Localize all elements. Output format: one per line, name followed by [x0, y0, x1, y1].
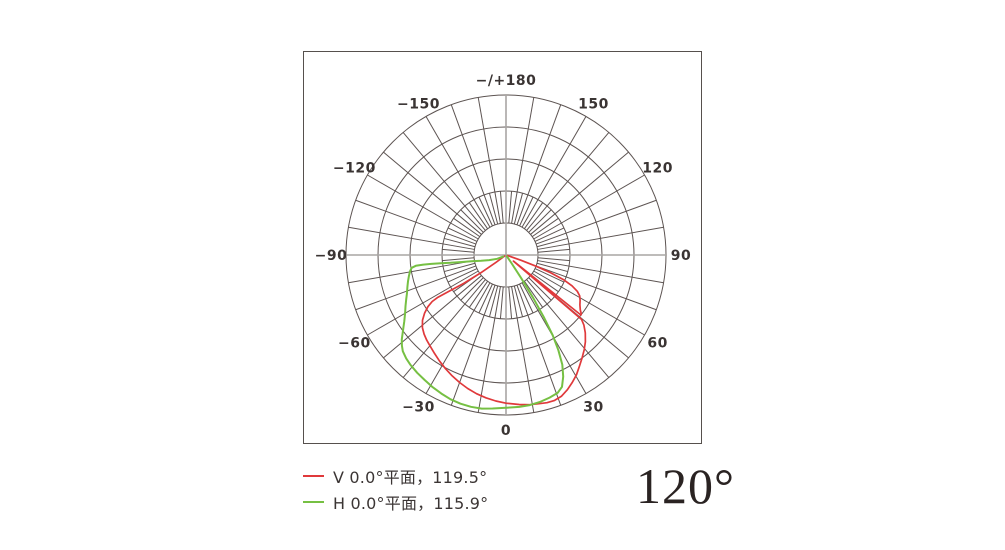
grid-fine-spoke — [536, 237, 568, 248]
angle-tick-label: −150 — [397, 96, 440, 112]
grid-spoke — [526, 132, 610, 231]
grid-fine-spoke — [444, 237, 476, 248]
grid-fine-spoke — [531, 272, 559, 293]
grid-fine-spoke — [442, 248, 475, 253]
v-plane-legend-label: V 0.0°平面，119.5° — [333, 468, 488, 487]
grid-spoke — [348, 260, 475, 284]
grid-spoke — [348, 226, 475, 250]
grid-fine-spoke — [478, 283, 493, 314]
polar-chart-frame: −/+180 150 120 90 60 30 0 −30 −60 −90 −120 −150 — [303, 51, 702, 444]
angle-tick-label: 30 — [583, 400, 603, 416]
grid-spoke — [516, 104, 562, 226]
angle-tick-label: −30 — [402, 400, 435, 416]
grid-fine-spoke — [513, 193, 524, 225]
legend-item-v-plane: V 0.0°平面，119.5° — [303, 463, 488, 489]
grid-fine-spoke — [523, 202, 544, 230]
grid-fine-spoke — [523, 280, 544, 308]
grid-fine-spoke — [534, 268, 565, 283]
angle-tick-label: −/+180 — [476, 73, 537, 89]
grid-spoke — [511, 286, 535, 413]
grid-spoke — [367, 174, 479, 240]
grid-spoke — [425, 282, 491, 394]
h-plane-legend-label: H 0.0°平面，115.9° — [333, 494, 489, 513]
legend: V 0.0°平面，119.5° H 0.0°平面，115.9° — [303, 463, 488, 515]
grid-fine-spoke — [488, 285, 499, 317]
grid-spoke — [425, 116, 491, 228]
grid-spoke — [533, 270, 645, 336]
grid-spoke — [450, 284, 496, 406]
grid-spoke — [537, 260, 664, 284]
grid-spoke — [516, 284, 562, 406]
grid-fine-spoke — [537, 248, 570, 253]
grid-spoke — [402, 279, 486, 378]
grid-spoke — [533, 174, 645, 240]
grid-spoke — [383, 275, 482, 359]
grid-spoke — [477, 286, 501, 413]
legend-item-h-plane: H 0.0°平面，115.9° — [303, 489, 488, 515]
grid-spoke — [530, 151, 629, 235]
grid-fine-spoke — [537, 257, 570, 262]
angle-tick-label: −60 — [338, 336, 371, 352]
angle-tick-label: −120 — [333, 161, 376, 177]
angle-tick-label: 60 — [647, 336, 667, 352]
grid-fine-spoke — [460, 277, 484, 301]
angle-tick-label: 120 — [642, 161, 673, 177]
beam-angle-summary: 120° — [636, 458, 735, 514]
grid-fine-spoke — [513, 285, 524, 317]
grid-fine-spoke — [534, 227, 565, 242]
grid-fine-spoke — [447, 268, 478, 283]
grid-fine-spoke — [499, 191, 504, 224]
angle-tick-label: 150 — [578, 96, 609, 112]
grid-fine-spoke — [478, 196, 493, 227]
grid-fine-spoke — [508, 286, 513, 319]
grid-fine-spoke — [453, 217, 481, 238]
grid-fine-spoke — [499, 286, 504, 319]
grid-spoke — [477, 97, 501, 224]
grid-spoke — [383, 151, 482, 235]
angle-tick-label: −90 — [315, 248, 348, 264]
grid-fine-spoke — [508, 191, 513, 224]
grid-fine-spoke — [442, 257, 475, 262]
grid-spoke — [521, 116, 587, 228]
angle-tick-label: 0 — [501, 423, 511, 439]
grid-spoke — [367, 270, 479, 336]
grid-fine-spoke — [468, 280, 489, 308]
h-plane-line-swatch — [303, 501, 324, 503]
grid-spoke — [402, 132, 486, 231]
grid-spoke — [355, 265, 477, 311]
grid-fine-spoke — [531, 217, 559, 238]
polar-diagram: −/+180 150 120 90 60 30 0 −30 −60 −90 −120 −150 — [315, 73, 691, 439]
angle-tick-label: 90 — [671, 248, 691, 264]
grid-spoke — [535, 199, 657, 245]
grid-fine-spoke — [468, 202, 489, 230]
grid-fine-spoke — [528, 277, 552, 301]
grid-spoke — [450, 104, 496, 226]
grid-fine-spoke — [444, 262, 476, 273]
grid-spoke — [537, 226, 664, 250]
grid-spoke — [355, 199, 477, 245]
curve-h-plane — [400, 255, 565, 410]
grid-fine-spoke — [536, 262, 568, 273]
grid-spoke — [535, 265, 657, 311]
grid-fine-spoke — [447, 227, 478, 242]
v-plane-line-swatch — [303, 475, 324, 477]
grid-spoke — [526, 279, 610, 378]
grid-fine-spoke — [488, 193, 499, 225]
grid-fine-spoke — [519, 283, 534, 314]
grid-fine-spoke — [519, 196, 534, 227]
grid-fine-spoke — [528, 209, 552, 233]
grid-fine-spoke — [460, 209, 484, 233]
grid-spoke — [511, 97, 535, 224]
curve-v-plane — [421, 254, 587, 406]
